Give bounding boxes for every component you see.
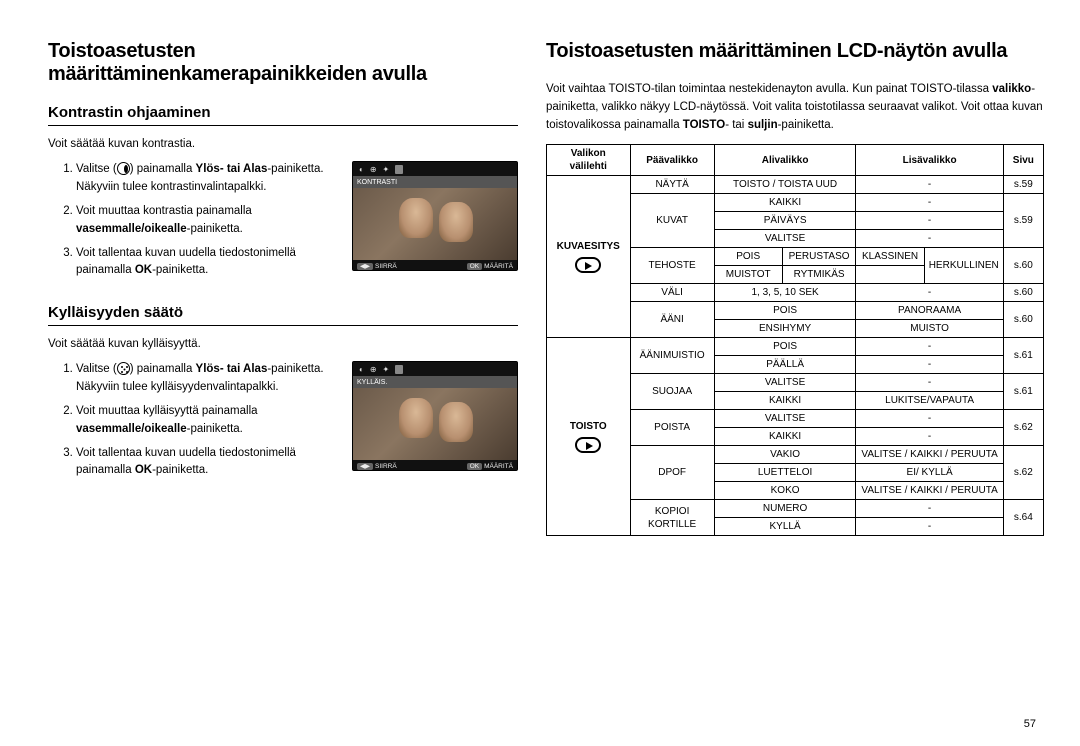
table-cell: - [856, 374, 1003, 392]
page-number: 57 [1024, 718, 1036, 730]
table-cell: VALITSE / KAIKKI / PERUUTA [856, 446, 1003, 464]
table-cell: RYTMIKÄS [782, 266, 856, 284]
table-cell: MUISTO [856, 320, 1003, 338]
table-cell: 1, 3, 5, 10 SEK [714, 284, 856, 302]
table-cell: PERUSTASO [782, 248, 856, 266]
table-cell: s.60 [1003, 284, 1043, 302]
section-intro: Voit säätää kuvan kylläisyyttä. [48, 336, 518, 353]
table-cell: - [856, 284, 1003, 302]
table-cell: TEHOSTE [630, 248, 714, 284]
table-cell: KUVAT [630, 194, 714, 248]
steps-list: Valitse () painamalla Ylös- tai Alas-pai… [48, 361, 328, 480]
table-cell: NÄYTÄ [630, 176, 714, 194]
lcd-screenshot: ◐⊕✦ KONTRASTI ◀▶SIIRRÄOKMÄÄRITÄ [352, 161, 518, 271]
menu-table: Valikon välilehtiPäävalikkoAlivalikkoLis… [546, 144, 1044, 536]
step-item: Valitse () painamalla Ylös- tai Alas-pai… [76, 161, 328, 197]
section-heading: Kontrastin ohjaaminen [48, 104, 518, 126]
table-cell: PANORAAMA [856, 302, 1003, 320]
table-cell: LUETTELOI [714, 464, 856, 482]
table-cell: EI/ KYLLÄ [856, 464, 1003, 482]
table-cell: DPOF [630, 446, 714, 500]
table-cell: MUISTOT [714, 266, 782, 284]
table-cell: KAIKKI [714, 428, 856, 446]
tab-icon [575, 437, 601, 453]
step-item: Voit tallentaa kuvan uudella tiedostonim… [76, 245, 328, 281]
table-cell: - [856, 338, 1003, 356]
table-cell: LUKITSE/VAPAUTA [856, 392, 1003, 410]
table-cell: PÄIVÄYS [714, 212, 856, 230]
table-cell: - [856, 212, 1003, 230]
table-cell: PÄÄLLÄ [714, 356, 856, 374]
table-cell: VÄLI [630, 284, 714, 302]
section-heading: Kylläisyyden säätö [48, 304, 518, 326]
table-cell: - [856, 194, 1003, 212]
steps-list: Valitse () painamalla Ylös- tai Alas-pai… [48, 161, 328, 280]
table-header: Valikon välilehti [547, 145, 631, 176]
table-cell: NUMERO [714, 500, 856, 518]
table-header: Alivalikko [714, 145, 856, 176]
table-cell: POIS [714, 338, 856, 356]
table-cell: KUVAESITYS [547, 176, 631, 338]
table-cell: s.60 [1003, 302, 1043, 338]
table-cell: s.60 [1003, 248, 1043, 284]
table-cell: SUOJAA [630, 374, 714, 410]
table-cell: VALITSE / KAIKKI / PERUUTA [856, 482, 1003, 500]
step-item: Voit muuttaa kontrastia painamalla vasem… [76, 203, 328, 239]
table-cell: VAKIO [714, 446, 856, 464]
table-cell: s.59 [1003, 194, 1043, 248]
table-cell [856, 266, 924, 284]
table-cell: - [856, 500, 1003, 518]
table-cell: - [856, 518, 1003, 536]
contrast-circle-icon [117, 162, 130, 175]
table-cell: s.62 [1003, 446, 1043, 500]
step-item: Valitse () painamalla Ylös- tai Alas-pai… [76, 361, 328, 397]
table-cell: - [856, 410, 1003, 428]
table-cell: VALITSE [714, 230, 856, 248]
table-cell: KOKO [714, 482, 856, 500]
right-page-title: Toistoasetusten määrittäminen LCD-näytön… [546, 40, 1044, 63]
saturation-circle-icon [117, 362, 130, 375]
table-cell: s.61 [1003, 338, 1043, 374]
table-cell: s.62 [1003, 410, 1043, 446]
table-cell: s.64 [1003, 500, 1043, 536]
table-cell: ENSIHYMY [714, 320, 856, 338]
table-header: Sivu [1003, 145, 1043, 176]
table-cell: KAIKKI [714, 194, 856, 212]
table-cell: s.61 [1003, 374, 1043, 410]
table-cell: - [856, 428, 1003, 446]
table-cell: TOISTO / TOISTA UUD [714, 176, 856, 194]
section-intro: Voit säätää kuvan kontrastia. [48, 136, 518, 153]
table-cell: KYLLÄ [714, 518, 856, 536]
left-page-title: Toistoasetusten määrittäminenkamerapaini… [48, 40, 518, 86]
table-cell: VALITSE [714, 374, 856, 392]
table-cell: POIS [714, 248, 782, 266]
right-description: Voit vaihtaa TOISTO-tilan toimintaa nest… [546, 81, 1044, 134]
table-cell: KLASSINEN [856, 248, 924, 266]
table-cell: ÄÄNIMUISTIO [630, 338, 714, 374]
table-cell: ÄÄNI [630, 302, 714, 338]
step-item: Voit tallentaa kuvan uudella tiedostonim… [76, 445, 328, 481]
table-cell: TOISTO [547, 338, 631, 536]
table-cell: - [856, 176, 1003, 194]
table-cell: POISTA [630, 410, 714, 446]
table-cell: KOPIOI KORTILLE [630, 500, 714, 536]
table-cell: POIS [714, 302, 856, 320]
table-cell: - [856, 230, 1003, 248]
table-header: Lisävalikko [856, 145, 1003, 176]
step-item: Voit muuttaa kylläisyyttä painamalla vas… [76, 403, 328, 439]
table-cell: s.59 [1003, 176, 1043, 194]
table-cell: VALITSE [714, 410, 856, 428]
table-cell: KAIKKI [714, 392, 856, 410]
table-header: Päävalikko [630, 145, 714, 176]
table-cell: HERKULLINEN [924, 248, 1003, 284]
tab-icon [575, 257, 601, 273]
table-cell: - [856, 356, 1003, 374]
lcd-screenshot: ◐⊕✦ KYLLÄIS. ◀▶SIIRRÄOKMÄÄRITÄ [352, 361, 518, 471]
